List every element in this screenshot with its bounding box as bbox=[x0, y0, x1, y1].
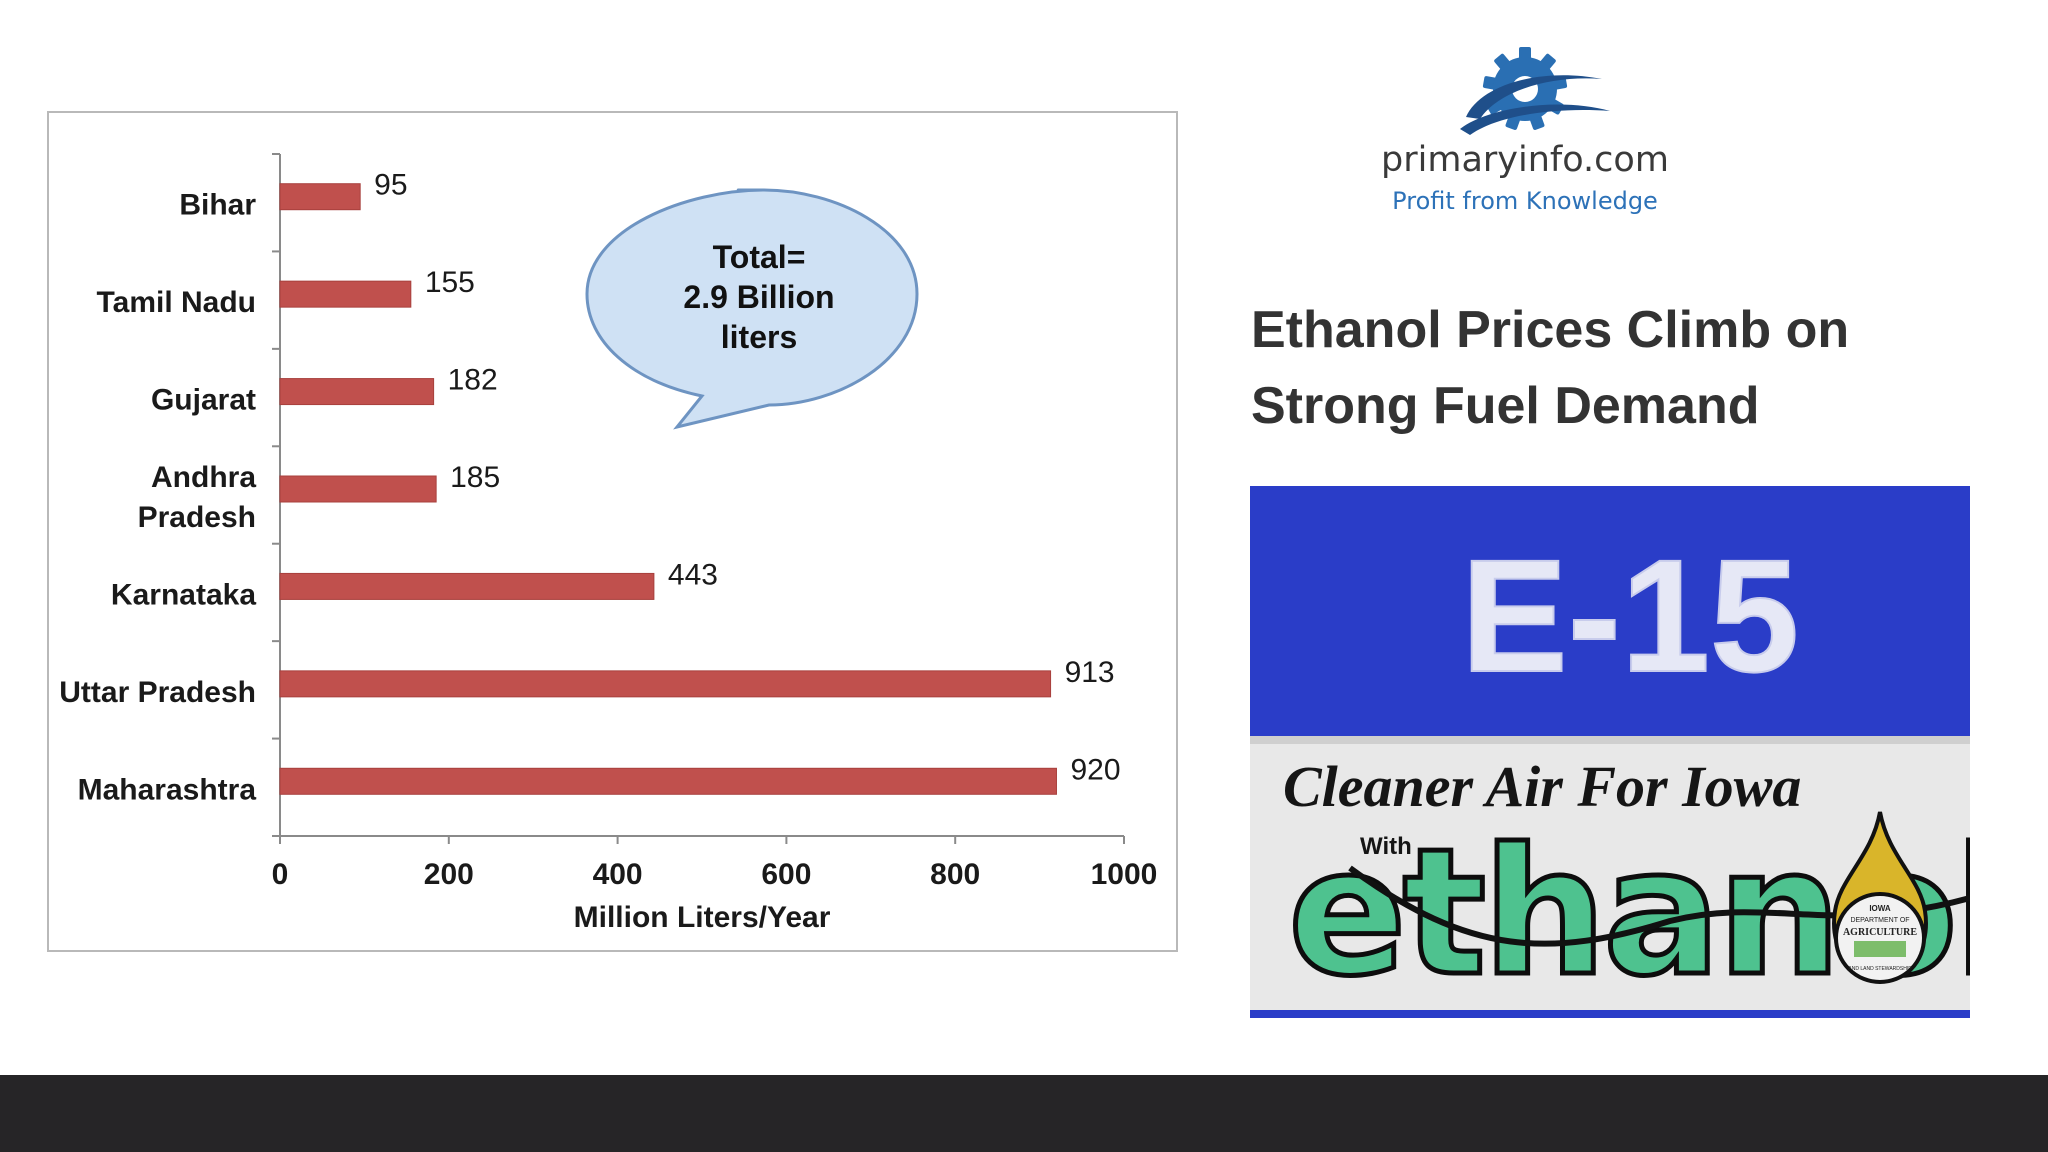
bar-value-label: 443 bbox=[668, 558, 718, 591]
x-tick-label: 400 bbox=[593, 858, 643, 891]
category-label: Gujarat bbox=[151, 384, 256, 417]
x-tick-label: 600 bbox=[761, 858, 811, 891]
seal-line-4: AND LAND STEWARDSHIP bbox=[1848, 966, 1912, 972]
ethanol-pump-photo: E-15 Cleaner Air For Iowa With ethanol I… bbox=[1250, 486, 1970, 1018]
seal-line-1: IOWA bbox=[1869, 904, 1891, 913]
bar bbox=[279, 572, 655, 600]
bar-value-label: 185 bbox=[450, 461, 500, 494]
bar bbox=[279, 183, 361, 211]
total-callout-bubble bbox=[585, 188, 919, 430]
seal-line-3: AGRICULTURE bbox=[1843, 927, 1917, 938]
bar-value-label: 920 bbox=[1070, 753, 1120, 786]
slogan: Cleaner Air For Iowa bbox=[1283, 754, 1801, 819]
bar-value-label: 155 bbox=[425, 266, 475, 299]
headline: Ethanol Prices Climb on Strong Fuel Dema… bbox=[1251, 301, 1850, 435]
sign-code: E-15 bbox=[1461, 526, 1799, 705]
bar bbox=[279, 670, 1052, 698]
bar-value-label: 913 bbox=[1065, 656, 1115, 689]
with-text: With bbox=[1360, 833, 1412, 860]
category-label: Andhra bbox=[151, 461, 256, 494]
bar-chart: 0 200 400 600 800 1000 Million Liters/Year 95 Bi… bbox=[59, 153, 1158, 934]
category-label: Uttar Pradesh bbox=[59, 676, 256, 709]
bar bbox=[279, 378, 435, 406]
bar bbox=[279, 280, 412, 308]
bar bbox=[279, 475, 437, 503]
bar-value-label: 182 bbox=[448, 364, 498, 397]
category-label: Maharashtra bbox=[78, 773, 257, 806]
category-label: Karnataka bbox=[111, 578, 256, 611]
x-tick-label: 800 bbox=[930, 858, 980, 891]
bar bbox=[279, 767, 1057, 795]
logo-name: primaryinfo.com bbox=[1381, 140, 1669, 180]
footer-bar bbox=[0, 1075, 2048, 1152]
callout-text: Total= bbox=[713, 239, 806, 275]
x-tick-label: 200 bbox=[424, 858, 474, 891]
callout-text: liters bbox=[721, 319, 797, 355]
logo-tagline: Profit from Knowledge bbox=[1392, 187, 1658, 215]
category-label: Pradesh bbox=[138, 501, 256, 534]
seal-line-2: DEPARTMENT OF bbox=[1850, 917, 1909, 924]
category-label: Tamil Nadu bbox=[97, 286, 256, 319]
bar-value-label: 95 bbox=[374, 169, 407, 202]
gear-icon bbox=[1460, 47, 1610, 135]
x-tick-label: 0 bbox=[272, 858, 289, 891]
x-axis-title: Million Liters/Year bbox=[574, 901, 831, 934]
x-tick-label: 1000 bbox=[1091, 858, 1158, 891]
callout-text: 2.9 Billion bbox=[683, 279, 834, 315]
category-label: Bihar bbox=[179, 189, 256, 222]
logo: primaryinfo.com Profit from Knowledge bbox=[1370, 45, 1680, 225]
